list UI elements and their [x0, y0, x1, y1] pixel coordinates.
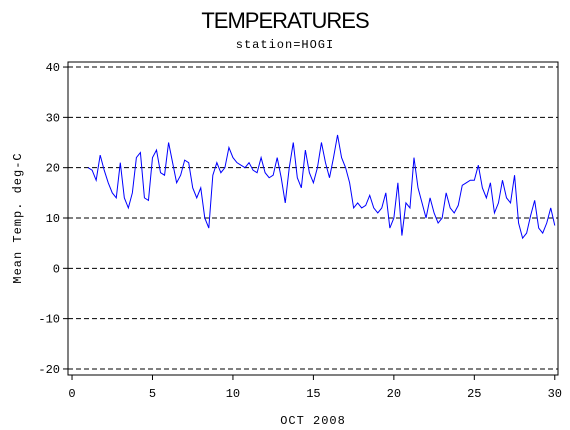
- y-tick-label: -10: [38, 313, 60, 327]
- y-tick-label: -20: [38, 363, 60, 377]
- x-tick-label: 25: [467, 387, 481, 401]
- x-tick-label: 0: [68, 387, 75, 401]
- y-tick-label: 40: [46, 61, 60, 75]
- x-tick-label: 15: [306, 387, 320, 401]
- y-axis-label: Mean Temp. deg-C: [11, 152, 25, 283]
- y-tick-label: 30: [46, 111, 60, 125]
- y-tick-label: 0: [53, 262, 60, 276]
- y-tick-label: 20: [46, 162, 60, 176]
- chart-subtitle: station=HOGI: [236, 38, 334, 52]
- x-tick-label: 5: [149, 387, 156, 401]
- x-tick-label: 20: [387, 387, 401, 401]
- x-axis-label: OCT 2008: [280, 414, 346, 428]
- chart-title: TEMPERATURES: [201, 8, 369, 33]
- data-line: [87, 134, 556, 240]
- x-tick-label: 10: [226, 387, 240, 401]
- y-tick-label: 10: [46, 212, 60, 226]
- plot-frame: [67, 61, 559, 376]
- x-tick-label: 30: [548, 387, 562, 401]
